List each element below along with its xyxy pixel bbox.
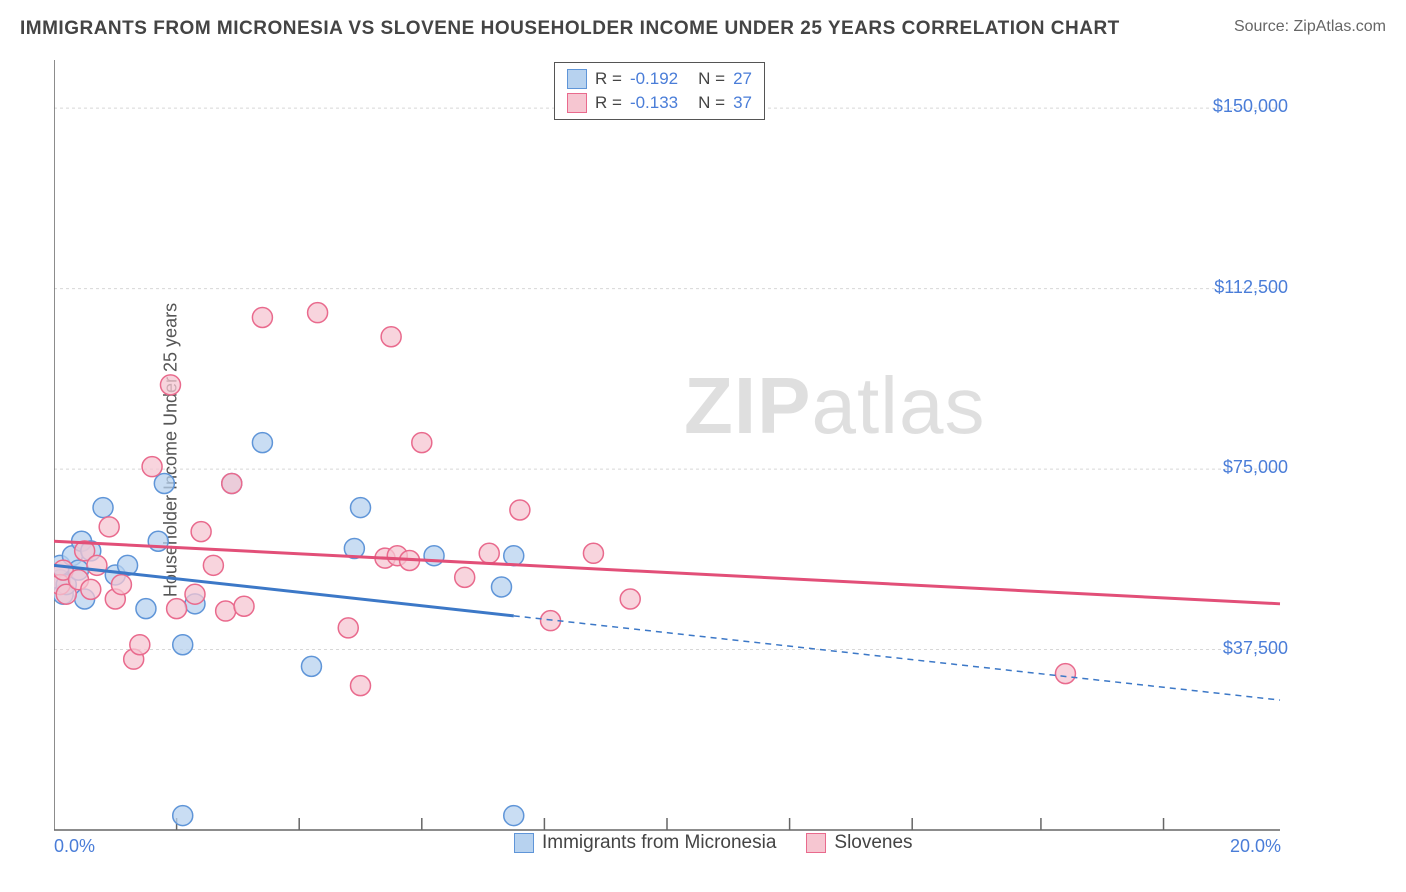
source-label: Source: <box>1234 18 1294 35</box>
data-point <box>222 474 242 494</box>
data-point <box>338 618 358 638</box>
y-tick-label: $150,000 <box>1213 96 1288 117</box>
x-tick-label-left: 0.0% <box>54 836 95 857</box>
stats-row: R = -0.192 N = 27 <box>567 67 752 91</box>
chart-title: IMMIGRANTS FROM MICRONESIA VS SLOVENE HO… <box>20 18 1120 40</box>
data-point <box>510 500 530 520</box>
data-point <box>203 555 223 575</box>
chart-area: Householder Income Under 25 years ZIPatl… <box>54 60 1384 840</box>
y-tick-label: $37,500 <box>1223 638 1288 659</box>
data-point <box>99 517 119 537</box>
source-value: ZipAtlas.com <box>1294 18 1386 35</box>
data-point <box>351 498 371 518</box>
data-point <box>504 806 524 826</box>
data-point <box>234 596 254 616</box>
data-point <box>583 543 603 563</box>
data-point <box>93 498 113 518</box>
data-point <box>491 577 511 597</box>
data-point <box>308 303 328 323</box>
data-point <box>620 589 640 609</box>
data-point <box>160 375 180 395</box>
data-point <box>130 635 150 655</box>
stat-r-value: -0.192 <box>630 69 678 89</box>
regression-line-extrapolated <box>514 616 1280 700</box>
legend-swatch <box>514 833 534 853</box>
y-tick-label: $75,000 <box>1223 457 1288 478</box>
legend-item: Slovenes <box>806 832 912 854</box>
legend-swatch <box>567 69 587 89</box>
data-point <box>191 522 211 542</box>
legend-item: Immigrants from Micronesia <box>514 832 776 854</box>
data-point <box>1055 664 1075 684</box>
data-point <box>154 474 174 494</box>
data-point <box>351 676 371 696</box>
data-point <box>504 546 524 566</box>
stat-n-value: 27 <box>733 69 752 89</box>
data-point <box>111 575 131 595</box>
data-point <box>412 433 432 453</box>
stat-r-label: R = <box>595 93 622 113</box>
regression-line <box>54 541 1280 604</box>
x-tick-label-right: 20.0% <box>1230 836 1281 857</box>
data-point <box>173 635 193 655</box>
stat-n-label: N = <box>698 69 725 89</box>
bottom-legend: Immigrants from Micronesia Slovenes <box>514 832 913 854</box>
data-point <box>81 579 101 599</box>
data-point <box>185 584 205 604</box>
data-point <box>173 806 193 826</box>
stat-r-label: R = <box>595 69 622 89</box>
stat-n-value: 37 <box>733 93 752 113</box>
stats-row: R = -0.133 N = 37 <box>567 91 752 115</box>
data-point <box>455 567 475 587</box>
data-point <box>136 599 156 619</box>
legend-label: Slovenes <box>834 832 912 854</box>
data-point <box>252 433 272 453</box>
scatter-plot <box>54 60 1384 840</box>
data-point <box>167 599 187 619</box>
data-point <box>216 601 236 621</box>
data-point <box>301 656 321 676</box>
data-point <box>479 543 499 563</box>
data-point <box>424 546 444 566</box>
y-tick-label: $112,500 <box>1214 277 1288 298</box>
stat-n-label: N = <box>698 93 725 113</box>
data-point <box>252 307 272 327</box>
data-point <box>381 327 401 347</box>
data-point <box>142 457 162 477</box>
stat-r-value: -0.133 <box>630 93 678 113</box>
chart-header: IMMIGRANTS FROM MICRONESIA VS SLOVENE HO… <box>0 0 1406 40</box>
legend-swatch <box>567 93 587 113</box>
legend-label: Immigrants from Micronesia <box>542 832 776 854</box>
stats-legend: R = -0.192 N = 27 R = -0.133 N = 37 <box>554 62 765 120</box>
legend-swatch <box>806 833 826 853</box>
chart-source: Source: ZipAtlas.com <box>1234 18 1386 36</box>
data-point <box>87 555 107 575</box>
